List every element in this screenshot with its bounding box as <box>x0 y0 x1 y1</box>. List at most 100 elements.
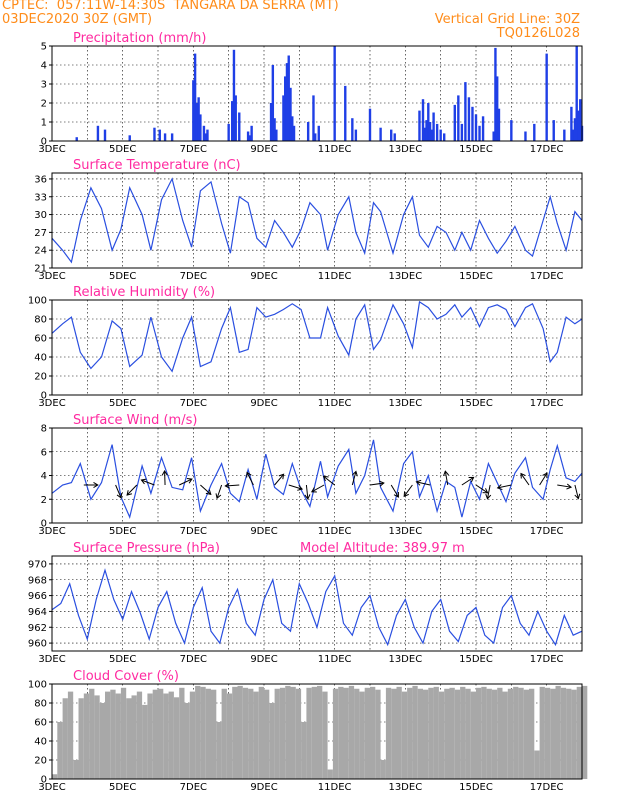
wind-vector-head <box>246 471 252 478</box>
precipitation-bar <box>193 53 197 141</box>
wind-vector <box>323 475 335 486</box>
cloud-cover-bar <box>120 687 127 779</box>
cloud-cover-bar <box>348 685 355 779</box>
pressure-title: Surface Pressure (hPa) <box>73 541 220 556</box>
wind-vector <box>216 484 223 499</box>
precipitation-bar <box>284 76 287 141</box>
pressure-xtick-label: 9DEC <box>250 654 277 665</box>
cloud-cover-bar <box>544 687 551 779</box>
precipitation-bar <box>273 118 276 141</box>
cloud-cover-bar <box>476 687 482 779</box>
precipitation-bar <box>464 82 467 141</box>
humidity-ytick-label: 0 <box>41 391 47 402</box>
wind-xtick-label: 3DEC <box>38 526 65 537</box>
precipitation-bar <box>497 108 501 141</box>
temperature-xtick-label: 11DEC <box>318 271 352 282</box>
cloud-cover-bar <box>78 698 84 779</box>
precipitation-bar <box>494 47 497 141</box>
wind-vector-head <box>482 488 489 494</box>
cloud-cover-title: Cloud Cover (%) <box>73 669 179 684</box>
precipitation-bar <box>427 103 430 141</box>
cloud-cover-bar <box>507 688 514 779</box>
humidity-ytick-label: 60 <box>34 334 47 345</box>
precipitation-bar <box>285 63 289 141</box>
cloud-cover-bar <box>433 686 439 779</box>
cloud-cover-bar <box>105 691 111 779</box>
temperature-ytick-label: 21 <box>34 264 47 275</box>
wind-xtick-label: 5DEC <box>109 526 136 537</box>
precipitation-bar <box>571 129 575 141</box>
cloud-cover-bar <box>285 685 291 779</box>
cloud-cover-bar <box>226 693 233 779</box>
wind-vector <box>369 482 384 486</box>
wind-vector <box>461 476 474 486</box>
cloud-cover-bar <box>264 689 270 779</box>
cloud-cover-bar <box>163 693 169 779</box>
cloud-cover-bar <box>332 688 339 779</box>
wind-vector-head <box>224 482 230 489</box>
cloud-cover-bar <box>306 687 312 779</box>
cloud-cover-bar <box>343 687 349 779</box>
cloud-cover-bar <box>460 686 466 779</box>
wind-ytick-label: 2 <box>41 495 47 506</box>
pressure-ytick-label: 970 <box>28 559 47 570</box>
wind-xtick-label: 11DEC <box>318 526 352 537</box>
pressure-series-line <box>51 568 583 647</box>
header-model-id: TQ0126L028 <box>496 26 580 41</box>
humidity-ytick-label: 40 <box>34 353 47 364</box>
cloud-cover-bar <box>444 688 450 779</box>
precipitation-bar <box>425 120 428 141</box>
temperature-xtick-label: 7DEC <box>180 271 207 282</box>
wind-vector-head <box>542 472 548 479</box>
precipitation-xtick-label: 13DEC <box>388 144 422 155</box>
cloud-cover-bar <box>438 691 445 779</box>
wind-vector <box>390 484 399 498</box>
cloud-cover-bar <box>555 685 561 779</box>
precipitation-bar <box>492 131 495 141</box>
cloud-cover-xtick-label: 7DEC <box>180 782 207 793</box>
wind-vector-head <box>443 470 449 477</box>
wind-vector-head <box>297 485 304 491</box>
cloud-cover-bar <box>195 685 201 779</box>
cloud-cover-bar <box>57 722 63 779</box>
wind-vector-head <box>496 484 503 491</box>
precipitation-bar <box>275 129 278 141</box>
cloud-cover-bar <box>359 691 365 779</box>
precipitation-bar <box>287 55 290 141</box>
cloud-cover-bar <box>491 689 498 779</box>
precipitation-bar <box>545 53 548 141</box>
wind-vector-head <box>415 479 422 486</box>
cloud-cover-xtick-label: 13DEC <box>388 782 422 793</box>
precipitation-bar <box>393 133 396 141</box>
cloud-cover-bar <box>248 688 254 779</box>
precipitation-bar <box>289 87 292 141</box>
cloud-cover-xtick-label: 3DEC <box>38 782 65 793</box>
precipitation-bar <box>232 49 236 141</box>
precipitation-bar <box>478 125 481 141</box>
precipitation-bar <box>204 133 207 141</box>
pressure-xtick-label: 5DEC <box>109 654 136 665</box>
cloud-cover-bar <box>412 685 418 779</box>
humidity-frame <box>51 299 583 396</box>
wind-xtick-label: 13DEC <box>388 526 422 537</box>
precipitation-bar <box>354 129 358 141</box>
cloud-cover-bar <box>131 695 137 779</box>
pressure-ytick-label: 960 <box>28 639 47 650</box>
humidity-xtick-label: 13DEC <box>388 398 422 409</box>
wind-vector <box>178 478 193 486</box>
wind-xtick-label: 17DEC <box>530 526 564 537</box>
wind-vector-head <box>322 475 329 482</box>
precipitation-bar <box>467 97 471 141</box>
cloud-cover-bar <box>401 691 408 779</box>
wind-title: Surface Wind (m/s) <box>73 413 197 428</box>
cloud-cover-bar <box>322 691 328 779</box>
cloud-cover-bar <box>115 693 121 779</box>
precipitation-xtick-label: 7DEC <box>180 144 207 155</box>
precipitation-bar <box>421 99 425 141</box>
temperature-xtick-label: 13DEC <box>388 271 422 282</box>
cloud-cover-ytick-label: 60 <box>34 718 47 729</box>
cloud-cover-bar <box>200 686 206 779</box>
precipitation-bar <box>457 95 460 141</box>
wind-vector <box>351 471 357 486</box>
